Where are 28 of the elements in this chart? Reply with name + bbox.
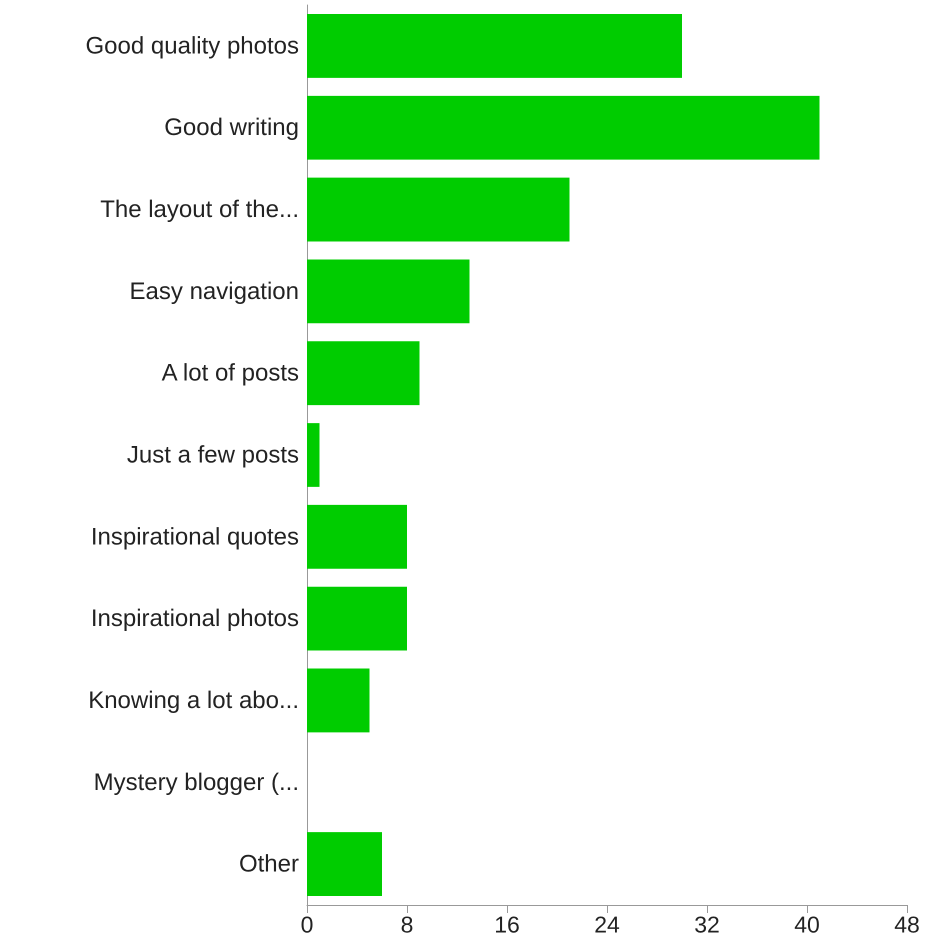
y-tick-label: Knowing a lot abo... — [88, 686, 299, 714]
x-tick-label: 24 — [594, 912, 620, 938]
y-tick-label: Inspirational quotes — [90, 523, 299, 550]
x-tick-label: 40 — [794, 912, 820, 938]
bar — [307, 423, 320, 487]
x-tick-label: 8 — [400, 912, 414, 938]
x-tick-label: 16 — [494, 912, 520, 938]
x-tick-label: 48 — [894, 912, 920, 938]
y-tick-label: Inspirational photos — [90, 605, 299, 632]
bar — [307, 832, 382, 896]
bar — [307, 96, 820, 160]
x-tick-label: 0 — [300, 912, 314, 938]
y-tick-label: Other — [238, 850, 299, 878]
y-tick-label: Good quality photos — [86, 32, 299, 60]
bar — [307, 14, 682, 78]
bar — [307, 586, 407, 651]
bar — [307, 178, 570, 242]
y-tick-label: Mystery blogger (... — [94, 768, 299, 796]
y-tick-label: Easy navigation — [130, 278, 299, 305]
y-tick-label: A lot of posts — [162, 360, 299, 387]
bar — [307, 341, 420, 406]
y-tick-label: Good writing — [164, 114, 299, 142]
bar — [307, 504, 407, 569]
x-tick-label: 32 — [694, 912, 720, 938]
y-tick-label: Just a few posts — [126, 442, 299, 468]
bar — [307, 259, 470, 324]
y-tick-label: The layout of the... — [100, 196, 299, 224]
bar — [307, 668, 370, 732]
